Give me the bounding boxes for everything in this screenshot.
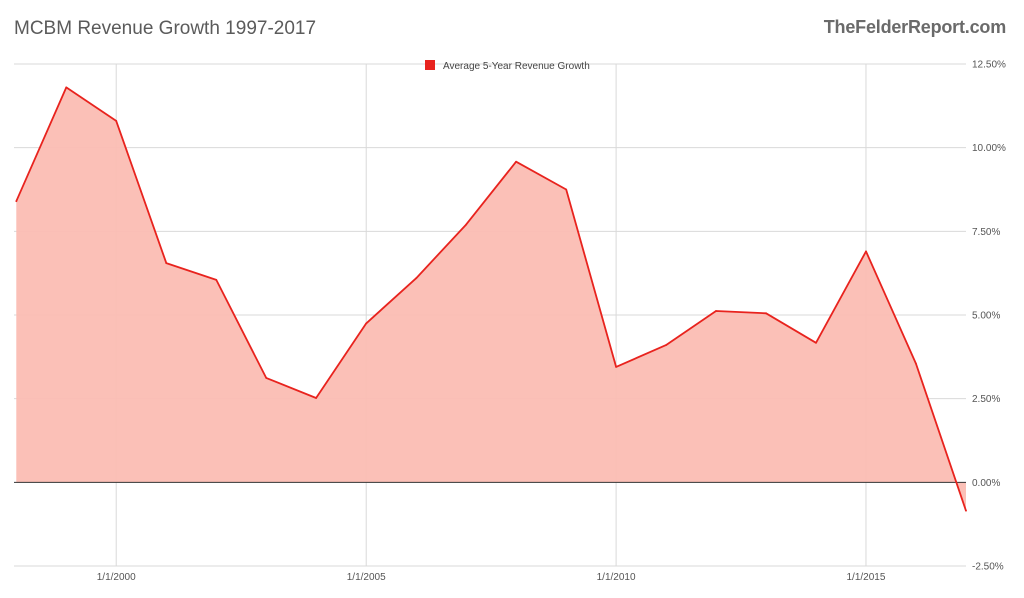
- data-point: [465, 223, 468, 226]
- y-tick-label: 12.50%: [972, 60, 1006, 71]
- data-point: [415, 277, 418, 280]
- data-point: [115, 119, 118, 122]
- x-tick-label: 1/1/2015: [847, 572, 886, 583]
- data-point: [765, 312, 767, 315]
- data-point: [815, 341, 817, 344]
- data-point: [515, 160, 517, 163]
- data-point: [315, 397, 318, 399]
- data-point: [915, 362, 917, 365]
- y-tick-label: 2.50%: [972, 394, 1000, 405]
- y-tick-label: 0.00%: [972, 478, 1000, 489]
- data-point: [615, 365, 617, 368]
- series-area: [16, 87, 967, 511]
- data-point: [215, 278, 218, 281]
- legend-swatch: [425, 60, 435, 70]
- y-tick-label: 5.00%: [972, 311, 1000, 322]
- data-point: [365, 322, 368, 325]
- x-tick-label: 1/1/2000: [97, 572, 136, 583]
- y-tick-label: -2.50%: [972, 562, 1004, 573]
- x-tick-label: 1/1/2005: [347, 572, 386, 583]
- legend-label: Average 5-Year Revenue Growth: [443, 61, 590, 72]
- data-point: [965, 509, 967, 512]
- data-point: [665, 344, 667, 347]
- y-axis-ticks: 12.50% 10.00% 7.50% 5.00% 2.50% 0.00% -2.50%: [972, 60, 1006, 573]
- data-point: [15, 200, 18, 203]
- chart-title: MCBM Revenue Growth 1997-2017: [14, 18, 317, 39]
- x-axis-ticks: 1/1/2000 1/1/2005 1/1/2010 1/1/2015: [97, 572, 886, 583]
- y-tick-label: 7.50%: [972, 227, 1000, 238]
- brand-label: TheFelderReport.com: [823, 17, 1006, 37]
- data-point: [865, 250, 867, 253]
- data-point: [65, 86, 68, 89]
- series-line: [15, 86, 967, 512]
- data-point: [565, 188, 568, 191]
- y-tick-label: 10.00%: [972, 143, 1006, 154]
- data-point: [265, 377, 268, 379]
- legend: Average 5-Year Revenue Growth: [425, 60, 590, 72]
- data-point: [715, 310, 717, 312]
- x-tick-label: 1/1/2010: [597, 572, 636, 583]
- data-point: [165, 262, 168, 265]
